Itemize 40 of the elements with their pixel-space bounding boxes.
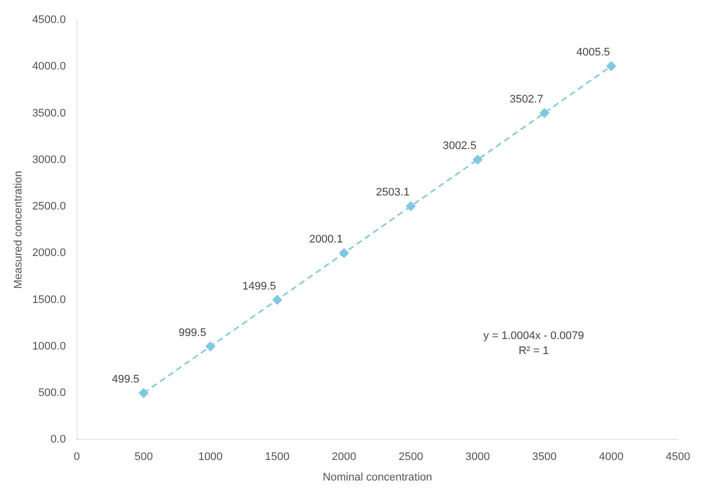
y-tick-label: 500.0 xyxy=(38,387,66,400)
point xyxy=(206,342,216,352)
point xyxy=(406,201,416,211)
data-label: 499.5 xyxy=(112,374,140,386)
data-label: 3002.5 xyxy=(442,140,476,152)
x-tick-label: 4000 xyxy=(598,451,624,464)
y-axis-title: Measured concentration xyxy=(12,170,25,289)
point xyxy=(472,154,482,164)
y-tick-label: 1000.0 xyxy=(32,340,66,352)
y-tick-label: 3000.0 xyxy=(32,154,66,166)
data-label: 2000.1 xyxy=(309,234,343,246)
point xyxy=(606,61,616,71)
x-tick-label: 2500 xyxy=(398,451,424,464)
x-tick-label: 4500 xyxy=(666,451,690,464)
point xyxy=(540,108,550,118)
y-tick-label: 2000.0 xyxy=(32,247,66,260)
x-tick-label: 500 xyxy=(134,451,153,464)
x-tick-label: 1000 xyxy=(198,451,223,464)
y-tick-label: 4000.0 xyxy=(32,60,66,73)
y-tick-label: 2500.0 xyxy=(32,200,66,213)
point xyxy=(339,248,349,258)
annotation: y = 1.0004x - 0.0079 xyxy=(483,330,584,342)
x-tick-label: 3500 xyxy=(532,451,557,464)
y-tick-label: 4500.0 xyxy=(32,14,66,26)
x-axis-title: Nominal concentration xyxy=(322,471,432,484)
data-label: 3502.7 xyxy=(510,94,544,106)
point xyxy=(272,295,282,305)
x-tick-label: 2000 xyxy=(332,451,356,464)
y-tick-label: 3500.0 xyxy=(32,107,66,120)
x-tick-label: 3000 xyxy=(465,451,490,464)
data-label: 999.5 xyxy=(178,326,206,339)
x-tick-label: 1500 xyxy=(264,451,290,464)
x-tick-label: 0 xyxy=(74,451,80,464)
data-label: 4005.5 xyxy=(576,46,610,59)
data-label: 2503.1 xyxy=(376,186,410,199)
annotation: R² = 1 xyxy=(518,345,549,358)
y-tick-label: 1500.0 xyxy=(32,294,66,306)
point xyxy=(138,388,148,398)
y-tick-label: 0.0 xyxy=(50,434,66,446)
data-label: 1499.5 xyxy=(242,280,276,292)
